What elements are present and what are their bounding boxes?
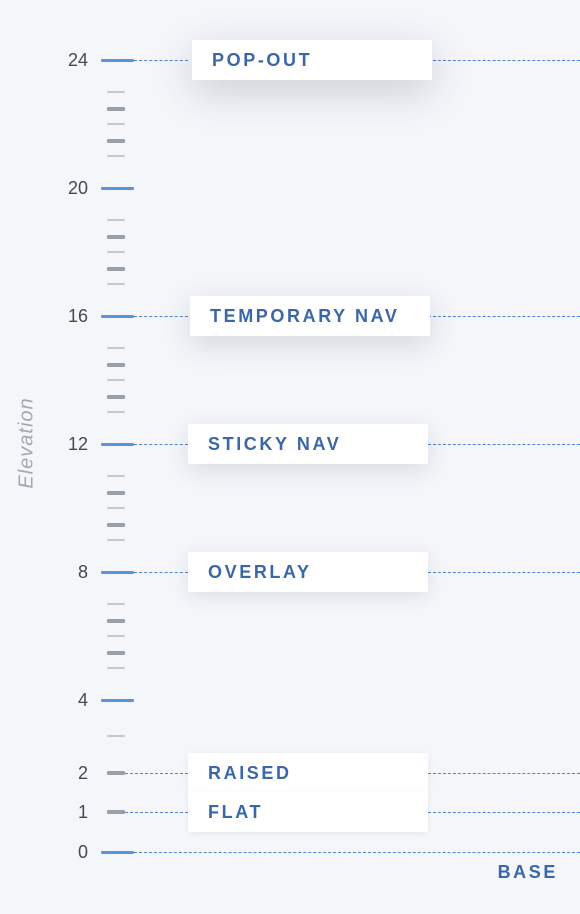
minor-tick bbox=[107, 394, 125, 399]
base-guide-line bbox=[134, 852, 580, 853]
minor-tick bbox=[107, 538, 125, 541]
elevation-card-label: TEMPORARY NAV bbox=[210, 305, 400, 326]
major-tick bbox=[101, 58, 134, 62]
major-tick bbox=[101, 698, 134, 702]
level-tick bbox=[107, 771, 125, 775]
tick-label: 1 bbox=[77, 802, 88, 822]
level-tick bbox=[107, 810, 125, 814]
minor-tick bbox=[107, 218, 125, 221]
tick-label: 12 bbox=[67, 434, 88, 454]
minor-tick bbox=[107, 378, 125, 381]
elevation-card: TEMPORARY NAV bbox=[190, 296, 430, 336]
elevation-card: POP-OUT bbox=[192, 40, 432, 80]
minor-tick bbox=[107, 506, 125, 509]
elevation-card-label: FLAT bbox=[208, 801, 264, 822]
level-guide-left bbox=[134, 572, 188, 573]
major-tick bbox=[101, 850, 134, 854]
level-guide-right bbox=[428, 316, 580, 317]
major-tick bbox=[101, 570, 134, 574]
tick-label: 20 bbox=[67, 178, 88, 198]
elevation-card-label: STICKY NAV bbox=[208, 433, 342, 454]
tick-label: 4 bbox=[77, 690, 88, 710]
tick-label: 2 bbox=[77, 763, 88, 783]
minor-tick bbox=[107, 90, 125, 93]
level-guide-left bbox=[134, 60, 188, 61]
elevation-card-label: POP-OUT bbox=[212, 49, 313, 70]
level-guide-right bbox=[428, 444, 580, 445]
major-tick bbox=[101, 186, 134, 190]
tick-label: 8 bbox=[77, 562, 88, 582]
minor-tick bbox=[107, 602, 125, 605]
base-label: BASE bbox=[497, 862, 558, 882]
minor-tick bbox=[107, 618, 125, 623]
tick-label: 24 bbox=[67, 50, 88, 70]
level-guide-right bbox=[428, 60, 580, 61]
elevation-card-label: OVERLAY bbox=[208, 561, 312, 582]
minor-tick bbox=[107, 410, 125, 413]
minor-tick bbox=[107, 474, 125, 477]
minor-tick bbox=[107, 650, 125, 655]
elevation-card-label: RAISED bbox=[208, 762, 292, 783]
minor-tick bbox=[107, 346, 125, 349]
minor-tick bbox=[107, 154, 125, 157]
level-guide-left bbox=[125, 773, 188, 774]
minor-tick bbox=[107, 522, 125, 527]
minor-tick bbox=[107, 282, 125, 285]
minor-tick bbox=[107, 362, 125, 367]
tick-label: 0 bbox=[77, 842, 88, 862]
minor-tick bbox=[107, 634, 125, 637]
elevation-card: STICKY NAV bbox=[188, 424, 428, 464]
level-guide-right bbox=[428, 773, 580, 774]
minor-tick bbox=[107, 250, 125, 253]
elevation-card: FLAT bbox=[188, 792, 428, 832]
major-tick bbox=[101, 442, 134, 446]
minor-tick bbox=[107, 490, 125, 495]
elevation-card: RAISED bbox=[188, 753, 428, 793]
level-guide-right bbox=[428, 572, 580, 573]
elevation-card: OVERLAY bbox=[188, 552, 428, 592]
level-guide-left bbox=[134, 316, 188, 317]
minor-tick bbox=[107, 122, 125, 125]
level-guide-left bbox=[134, 444, 188, 445]
level-guide-right bbox=[428, 812, 580, 813]
major-tick bbox=[101, 314, 134, 318]
tick-label: 16 bbox=[67, 306, 88, 326]
minor-tick bbox=[107, 138, 125, 143]
minor-tick bbox=[107, 735, 125, 737]
minor-tick bbox=[107, 266, 125, 271]
minor-tick bbox=[107, 666, 125, 669]
minor-tick bbox=[107, 234, 125, 239]
level-guide-left bbox=[125, 812, 188, 813]
minor-tick bbox=[107, 106, 125, 111]
